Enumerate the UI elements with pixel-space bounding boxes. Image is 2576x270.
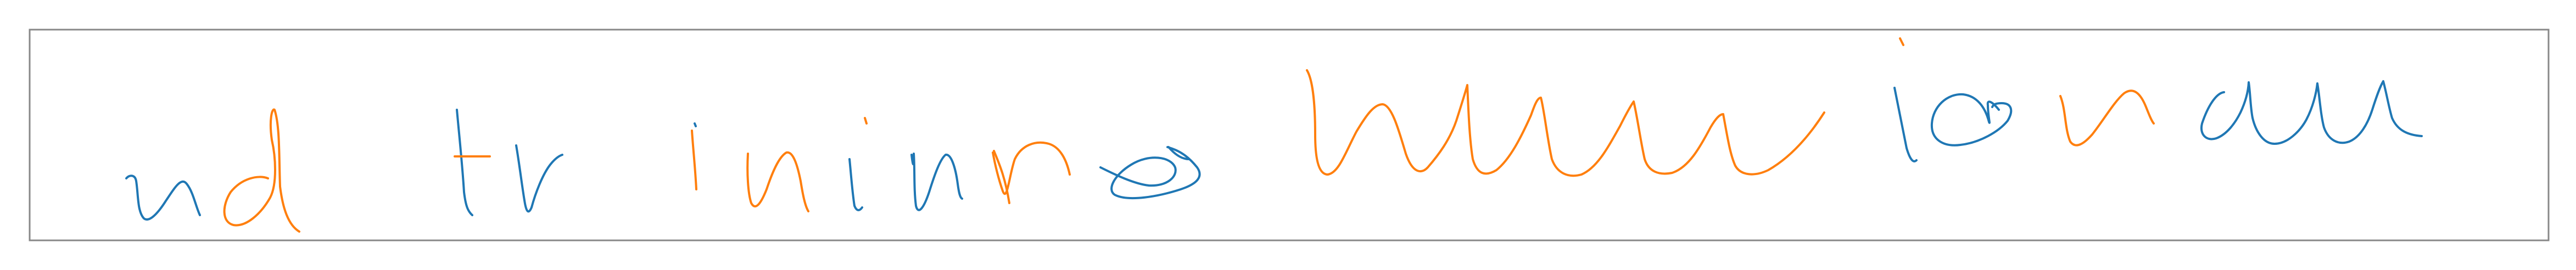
stroke-r2 xyxy=(992,141,1071,195)
stroke-i1 xyxy=(691,130,697,190)
stroke-n2 xyxy=(910,153,963,211)
handwriting-word-tr xyxy=(454,109,563,216)
stroke-r2-tail xyxy=(993,150,1010,204)
stroke-loop-hook xyxy=(1167,146,1190,160)
stroke-h xyxy=(1306,69,1825,177)
handwriting-word-ininre xyxy=(691,117,1071,212)
stroke-c xyxy=(2200,80,2423,145)
handwriting-word-uncu xyxy=(2059,80,2423,147)
stroke-i2 xyxy=(848,158,863,211)
stroke-loop xyxy=(1099,146,1201,200)
stroke-io-dot xyxy=(1899,37,1904,46)
stroke-u xyxy=(2059,89,2155,147)
stroke-o xyxy=(1930,93,2013,147)
stroke-i2-dot xyxy=(864,117,868,125)
stroke-i xyxy=(1893,87,1918,162)
stroke-d-bowl xyxy=(223,108,300,233)
handwriting-word-loop xyxy=(1099,146,1201,200)
stroke-n xyxy=(125,175,201,221)
handwriting-word-io xyxy=(1893,37,2013,162)
stroke-n1 xyxy=(746,151,809,212)
stroke-r xyxy=(515,144,563,213)
stroke-t-stem xyxy=(456,109,473,216)
handwriting-word-hwwww xyxy=(1306,69,1825,177)
handwriting-word-nd xyxy=(125,108,300,233)
frame xyxy=(29,29,2550,241)
stroke-i1-dot xyxy=(694,122,697,127)
